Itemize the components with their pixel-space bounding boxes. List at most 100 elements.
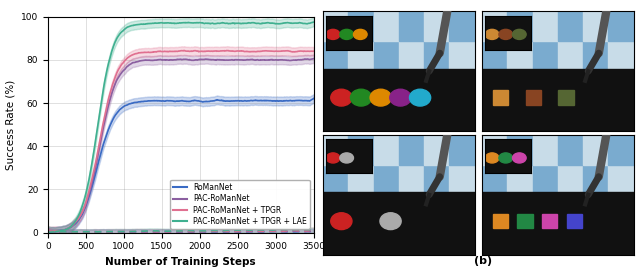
Bar bbox=[374, 165, 399, 195]
Bar bbox=[525, 90, 541, 105]
Bar bbox=[483, 71, 508, 101]
Bar bbox=[609, 41, 634, 71]
Bar bbox=[348, 195, 374, 225]
Bar bbox=[558, 41, 583, 71]
Bar bbox=[583, 225, 609, 255]
Bar bbox=[323, 41, 348, 71]
Bar bbox=[424, 135, 449, 165]
Bar bbox=[558, 135, 583, 165]
Bar bbox=[558, 101, 583, 131]
Y-axis label: Success Rate (%): Success Rate (%) bbox=[6, 79, 15, 170]
Bar bbox=[348, 135, 374, 165]
Legend: RoManNet, PAC-RoManNet, PAC-RoManNet + TPGR, PAC-RoManNet + TPGR + LAE: RoManNet, PAC-RoManNet, PAC-RoManNet + T… bbox=[170, 180, 310, 229]
Bar bbox=[348, 71, 374, 101]
Bar bbox=[532, 195, 558, 225]
Bar bbox=[348, 225, 374, 255]
Circle shape bbox=[410, 89, 431, 106]
Bar bbox=[583, 101, 609, 131]
Bar bbox=[399, 11, 424, 41]
Bar bbox=[323, 71, 348, 101]
Bar bbox=[449, 11, 475, 41]
Circle shape bbox=[380, 213, 401, 230]
Bar bbox=[449, 135, 475, 165]
Bar bbox=[399, 195, 424, 225]
Bar bbox=[323, 135, 348, 165]
Bar bbox=[508, 225, 532, 255]
Bar bbox=[508, 195, 532, 225]
Bar bbox=[449, 71, 475, 101]
Bar bbox=[348, 101, 374, 131]
Bar bbox=[508, 135, 532, 165]
Bar bbox=[399, 135, 424, 165]
Bar bbox=[424, 101, 449, 131]
Bar bbox=[532, 41, 558, 71]
Bar bbox=[323, 195, 348, 225]
Bar bbox=[483, 135, 508, 165]
Bar bbox=[609, 165, 634, 195]
Circle shape bbox=[331, 89, 352, 106]
Bar bbox=[399, 225, 424, 255]
Bar bbox=[449, 165, 475, 195]
Bar bbox=[493, 90, 508, 105]
Bar bbox=[323, 192, 475, 255]
Bar bbox=[609, 225, 634, 255]
Bar bbox=[449, 225, 475, 255]
Bar bbox=[483, 101, 508, 131]
Bar bbox=[323, 69, 475, 131]
Bar bbox=[374, 135, 399, 165]
Bar bbox=[558, 71, 583, 101]
Bar bbox=[424, 195, 449, 225]
Bar bbox=[424, 41, 449, 71]
Bar bbox=[399, 41, 424, 71]
Bar bbox=[609, 11, 634, 41]
Bar bbox=[583, 195, 609, 225]
Bar bbox=[483, 41, 508, 71]
Bar bbox=[583, 11, 609, 41]
Bar bbox=[348, 41, 374, 71]
Bar bbox=[374, 11, 399, 41]
Bar bbox=[609, 195, 634, 225]
Bar bbox=[583, 165, 609, 195]
Bar bbox=[323, 101, 348, 131]
Bar bbox=[424, 165, 449, 195]
Bar bbox=[323, 11, 348, 41]
Bar bbox=[583, 71, 609, 101]
Bar bbox=[517, 214, 532, 229]
Bar bbox=[449, 195, 475, 225]
Bar bbox=[558, 195, 583, 225]
Bar bbox=[558, 165, 583, 195]
Bar bbox=[374, 101, 399, 131]
Bar bbox=[508, 165, 532, 195]
Bar bbox=[399, 71, 424, 101]
Bar bbox=[532, 225, 558, 255]
Bar bbox=[558, 225, 583, 255]
Text: (b): (b) bbox=[474, 256, 492, 266]
Bar bbox=[508, 71, 532, 101]
Circle shape bbox=[370, 89, 391, 106]
Bar bbox=[374, 195, 399, 225]
Bar bbox=[583, 135, 609, 165]
Bar bbox=[532, 11, 558, 41]
Bar bbox=[559, 90, 573, 105]
Bar bbox=[374, 71, 399, 101]
Bar bbox=[323, 225, 348, 255]
Bar bbox=[542, 214, 557, 229]
Bar bbox=[493, 214, 508, 229]
Circle shape bbox=[390, 89, 411, 106]
Bar bbox=[532, 71, 558, 101]
Bar bbox=[323, 165, 348, 195]
Bar bbox=[348, 11, 374, 41]
Bar bbox=[609, 101, 634, 131]
Bar bbox=[424, 11, 449, 41]
Bar bbox=[566, 214, 582, 229]
Bar bbox=[609, 71, 634, 101]
Bar bbox=[424, 71, 449, 101]
Bar bbox=[399, 165, 424, 195]
Circle shape bbox=[331, 213, 352, 230]
Bar bbox=[399, 101, 424, 131]
Bar bbox=[532, 165, 558, 195]
Bar bbox=[483, 69, 634, 131]
X-axis label: Number of Training Steps: Number of Training Steps bbox=[106, 257, 256, 267]
Bar bbox=[374, 41, 399, 71]
Bar bbox=[532, 101, 558, 131]
